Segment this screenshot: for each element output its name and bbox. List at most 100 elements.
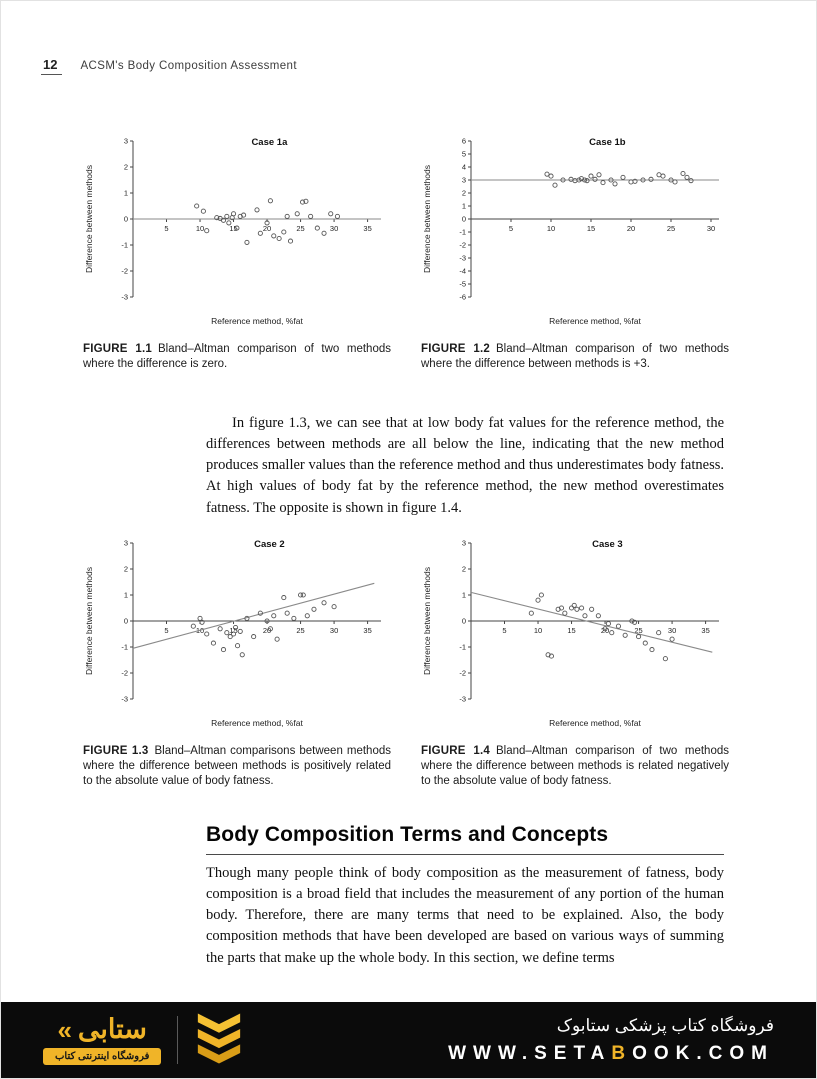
svg-text:2: 2: [124, 565, 128, 574]
url-highlight-letter: B: [611, 1042, 633, 1064]
svg-text:35: 35: [701, 626, 709, 635]
figure-caption: FIGURE 1.4 Bland–Altman comparison of two…: [421, 744, 729, 790]
footer-divider: [177, 1016, 179, 1064]
svg-text:15: 15: [567, 626, 575, 635]
svg-text:-1: -1: [121, 643, 128, 652]
svg-text:10: 10: [196, 224, 204, 233]
svg-text:2: 2: [462, 189, 466, 198]
svg-text:6: 6: [462, 137, 466, 146]
svg-text:10: 10: [547, 224, 555, 233]
figure-caption-text: Bland–Altman comparisons between methods…: [83, 745, 391, 788]
svg-text:30: 30: [668, 626, 676, 635]
svg-text:-1: -1: [121, 241, 128, 250]
page-number: 12: [41, 57, 63, 75]
svg-text:Difference between methods: Difference between methods: [422, 567, 432, 675]
svg-text:20: 20: [627, 224, 635, 233]
svg-text:-6: -6: [459, 293, 466, 302]
svg-text:1: 1: [124, 189, 128, 198]
svg-text:Reference method, %fat: Reference method, %fat: [549, 316, 641, 326]
svg-text:Case 3: Case 3: [592, 539, 623, 550]
svg-text:25: 25: [296, 626, 304, 635]
double-chevron-left-icon: «: [57, 1014, 72, 1045]
svg-text:3: 3: [124, 137, 128, 146]
svg-text:5: 5: [164, 626, 168, 635]
svg-text:15: 15: [587, 224, 595, 233]
svg-text:25: 25: [667, 224, 675, 233]
svg-text:Difference between methods: Difference between methods: [84, 165, 94, 273]
svg-text:1: 1: [462, 202, 466, 211]
svg-text:Case 2: Case 2: [254, 539, 285, 550]
svg-text:Reference method, %fat: Reference method, %fat: [211, 718, 303, 728]
svg-text:2: 2: [462, 565, 466, 574]
svg-text:-3: -3: [121, 695, 128, 704]
svg-text:3: 3: [124, 539, 128, 548]
svg-text:-3: -3: [459, 695, 466, 704]
svg-text:-1: -1: [459, 228, 466, 237]
footer-banner: « ستابی فروشگاه اینترنتی کتاب فروشگاه کت…: [1, 1002, 816, 1078]
figure-caption-text: Bland–Altman comparison of two methods w…: [83, 343, 391, 371]
chart-case-1b: -6 -5 -4 -3 -2 -1 0 1 2 3 4 5 6 5 10 15 20 25 30 Case 1b Ref…: [422, 137, 719, 326]
running-title: ACSM's Body Composition Assessment: [80, 60, 297, 72]
figure-1-4: -3 -2 -1 0 1 2 3 5 10 15 20 25 30 35 Case 3 Reference m…: [421, 529, 729, 790]
figure-caption: FIGURE 1.2 Bland–Altman comparison of two…: [421, 342, 729, 372]
svg-text:35: 35: [363, 224, 371, 233]
figure-row-1: -3 -2 -1 0 1 2 3 5 10 15 20 25 30 35 Case 1a Reference …: [83, 127, 729, 372]
figure-caption: FIGURE 1.3 Bland–Altman comparisons betwe…: [83, 744, 391, 790]
url-suffix: OOK.COM: [632, 1042, 774, 1064]
store-name-persian: فروشگاه کتاب پزشکی ستابوک: [556, 1015, 774, 1035]
logo-persian-text: ستابی: [77, 1014, 147, 1045]
svg-text:-3: -3: [121, 293, 128, 302]
svg-text:0: 0: [124, 215, 128, 224]
figure-label: FIGURE 1.1: [83, 343, 153, 355]
svg-text:3: 3: [462, 539, 466, 548]
svg-text:1: 1: [124, 591, 128, 600]
svg-text:Case 1a: Case 1a: [251, 137, 288, 148]
logo-tagline: فروشگاه اینترنتی کتاب: [43, 1047, 162, 1065]
paragraph-between-figures: In figure 1.3, we can see that at low bo…: [206, 415, 724, 516]
svg-text:5: 5: [462, 150, 466, 159]
figure-1-1: -3 -2 -1 0 1 2 3 5 10 15 20 25 30 35 Case 1a Reference …: [83, 127, 391, 372]
setabook-logo: « ستابی فروشگاه اینترنتی کتاب: [43, 1014, 162, 1065]
svg-text:4: 4: [462, 163, 466, 172]
section-heading: Body Composition Terms and Concepts: [206, 823, 724, 855]
svg-text:-3: -3: [459, 254, 466, 263]
stacked-chevrons-icon: [198, 1013, 241, 1064]
svg-text:-2: -2: [121, 669, 128, 678]
svg-text:Reference method, %fat: Reference method, %fat: [211, 316, 303, 326]
svg-text:Difference between methods: Difference between methods: [84, 567, 94, 675]
svg-text:-1: -1: [459, 643, 466, 652]
svg-text:20: 20: [263, 224, 271, 233]
url-prefix: WWW.SETA: [448, 1042, 612, 1064]
svg-text:35: 35: [363, 626, 371, 635]
svg-text:30: 30: [330, 224, 338, 233]
svg-text:Difference between methods: Difference between methods: [422, 165, 432, 273]
svg-text:-2: -2: [121, 267, 128, 276]
svg-text:15: 15: [229, 224, 237, 233]
footer-text-group: فروشگاه کتاب پزشکی ستابوک WWW.SETABOOK.C…: [448, 1016, 774, 1065]
svg-text:0: 0: [124, 617, 128, 626]
svg-text:5: 5: [509, 224, 513, 233]
svg-text:0: 0: [462, 215, 466, 224]
svg-text:Reference method, %fat: Reference method, %fat: [549, 718, 641, 728]
svg-text:5: 5: [502, 626, 506, 635]
svg-text:10: 10: [534, 626, 542, 635]
svg-text:20: 20: [263, 626, 271, 635]
svg-text:3: 3: [462, 176, 466, 185]
svg-text:30: 30: [707, 224, 715, 233]
website-url: WWW.SETABOOK.COM: [448, 1043, 774, 1065]
paragraph-section-body: Though many people think of body composi…: [206, 865, 724, 966]
figure-label: FIGURE 1.4: [421, 745, 491, 757]
figure-caption-text: Bland–Altman comparison of two methods w…: [421, 343, 729, 371]
svg-text:-2: -2: [459, 669, 466, 678]
logo-wordmark: « ستابی: [57, 1014, 147, 1045]
svg-text:-2: -2: [459, 241, 466, 250]
svg-text:-4: -4: [459, 267, 466, 276]
figure-label: FIGURE 1.3: [83, 745, 149, 757]
svg-text:15: 15: [229, 626, 237, 635]
figure-caption-text: Bland–Altman comparison of two methods w…: [421, 745, 729, 788]
